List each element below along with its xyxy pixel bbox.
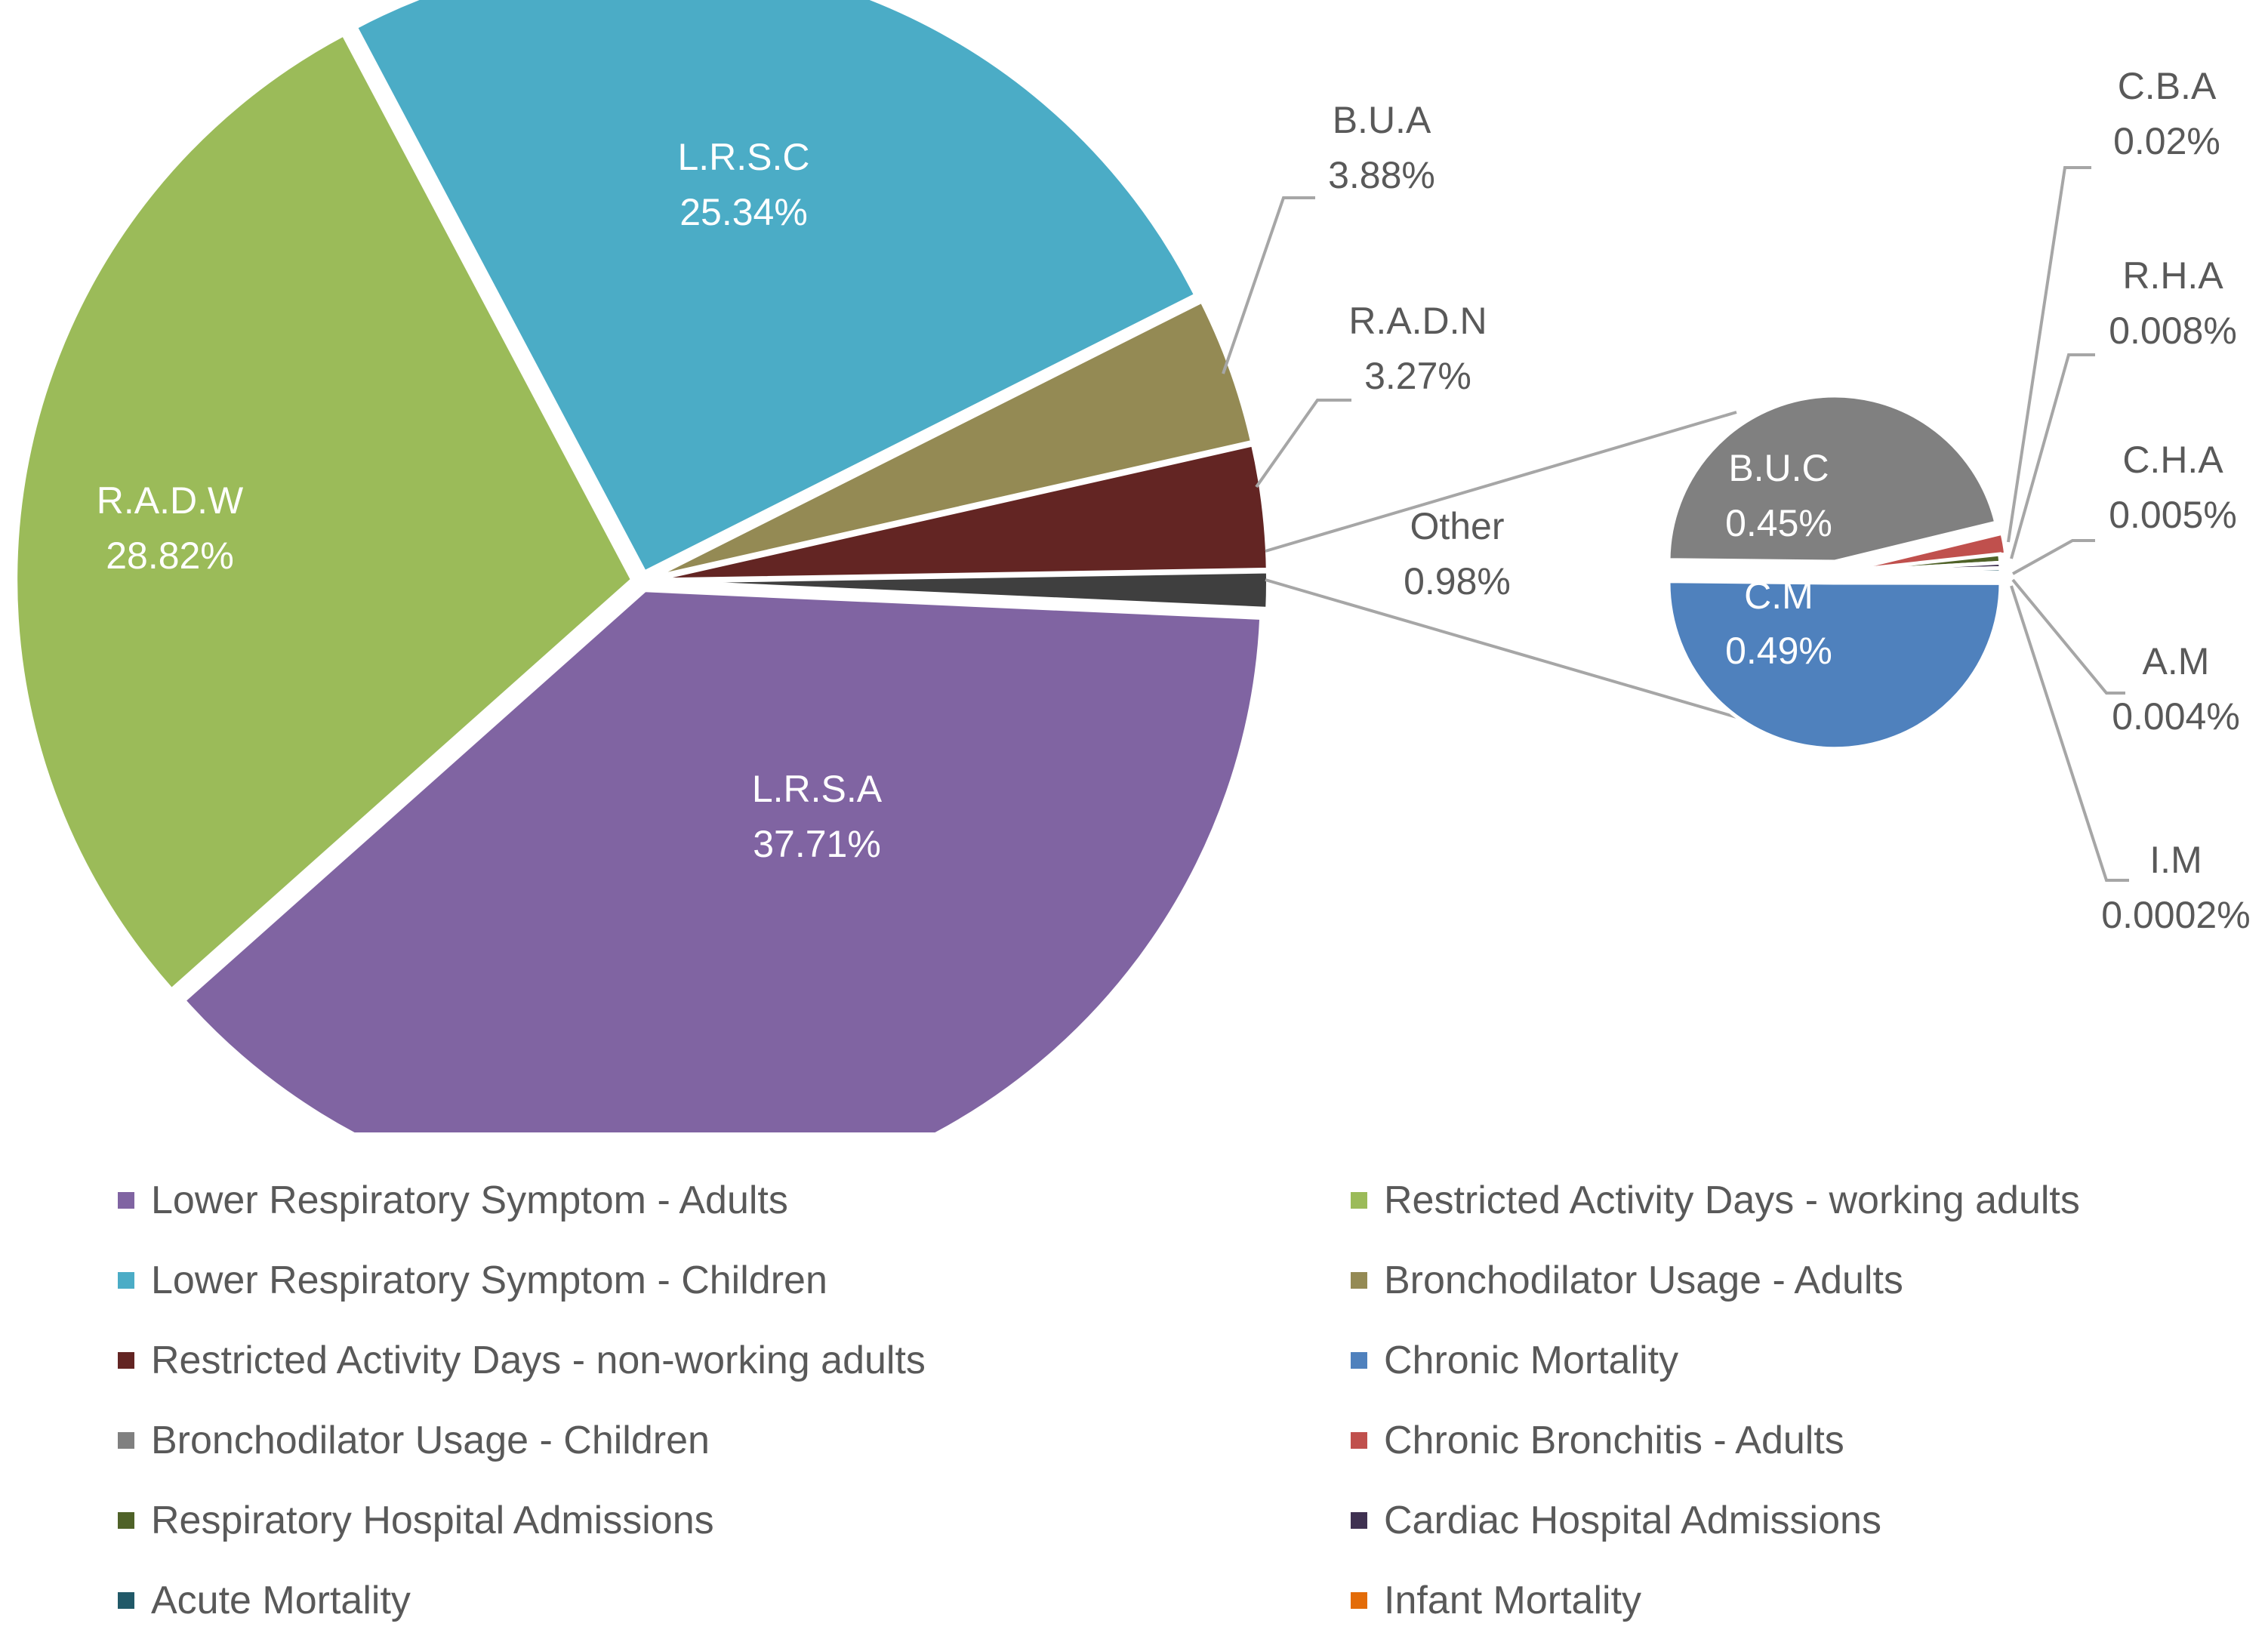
secondary-label-cha: C.H.A: [2122, 439, 2223, 481]
pie-of-pie-chart: L.R.S.A 37.71% R.A.D.W 28.82% L.R.S.C 25.34% B…: [13, 0, 2251, 1132]
legend-item: Bronchodilator Usage - Adults: [1351, 1246, 1903, 1314]
legend-item: Acute Mortality: [118, 1567, 411, 1634]
legend-label: Bronchodilator Usage - Children: [151, 1419, 710, 1462]
leader-line-im: [2010, 585, 2129, 882]
leader-line-am: [2011, 578, 2125, 695]
legend-swatch: [118, 1512, 134, 1529]
legend-label: Lower Respiratory Symptom - Children: [151, 1259, 827, 1302]
secondary-label-buc: B.U.C: [1728, 447, 1829, 489]
pie-slice-lrsa: [180, 587, 1265, 1132]
leader-line-cba: [2007, 166, 2091, 543]
slice-label-radw: R.A.D.W: [97, 479, 244, 522]
leader-line-radn: [1255, 399, 1351, 488]
slice-value-bua: 3.88%: [1328, 154, 1435, 196]
leader-line-cha: [2012, 539, 2095, 575]
secondary-slice-cba: [1840, 531, 2008, 575]
legend-swatch: [1351, 1512, 1367, 1529]
legend-swatch: [118, 1272, 134, 1289]
pie-slice-bua: [649, 297, 1256, 581]
secondary-label-cm: C.M: [1744, 575, 1813, 617]
legend-label: Restricted Activity Days - non-working a…: [151, 1339, 926, 1382]
chart-legend: Lower Respiratory Symptom - Adults Restri…: [113, 1166, 2227, 1634]
slice-value-other: 0.98%: [1404, 560, 1511, 602]
legend-label: Respiratory Hospital Admissions: [151, 1499, 714, 1542]
legend-item: Chronic Mortality: [1351, 1326, 1678, 1394]
legend-swatch: [1351, 1352, 1367, 1369]
pie-slice-other: [650, 568, 1271, 612]
connector-line-bottom: [1265, 578, 1737, 719]
slice-value-lrsa: 37.71%: [753, 823, 881, 865]
legend-swatch: [1351, 1272, 1367, 1289]
secondary-label-am: A.M: [2143, 640, 2210, 682]
secondary-value-cha: 0.005%: [2109, 494, 2237, 536]
leader-line-bua: [1222, 196, 1315, 374]
legend-item: Lower Respiratory Symptom - Adults: [118, 1166, 788, 1234]
chart-svg: L.R.S.A 37.71% R.A.D.W 28.82% L.R.S.C 25.34% B…: [13, 0, 2251, 1132]
secondary-label-cba: C.B.A: [2118, 65, 2217, 107]
legend-label: Cardiac Hospital Admissions: [1384, 1499, 1881, 1542]
legend-item: Restricted Activity Days - working adult…: [1351, 1166, 2080, 1234]
legend-label: Chronic Mortality: [1384, 1339, 1679, 1382]
secondary-value-cm: 0.49%: [1725, 630, 1832, 672]
legend-swatch: [118, 1432, 134, 1449]
legend-label: Lower Respiratory Symptom - Adults: [151, 1178, 788, 1222]
legend-swatch: [1351, 1592, 1367, 1609]
slice-value-radn: 3.27%: [1364, 355, 1471, 397]
legend-swatch: [118, 1592, 134, 1609]
secondary-value-am: 0.004%: [2112, 695, 2240, 738]
connector-line-top: [1265, 411, 1737, 553]
legend-label: Acute Mortality: [151, 1579, 411, 1622]
secondary-value-buc: 0.45%: [1725, 502, 1832, 544]
secondary-slice-buc: [1666, 393, 1998, 564]
secondary-label-im: I.M: [2149, 839, 2202, 881]
legend-item: Respiratory Hospital Admissions: [118, 1486, 714, 1554]
pie-slice-radw: [13, 31, 636, 994]
secondary-value-cba: 0.02%: [2113, 120, 2220, 162]
legend-swatch: [118, 1352, 134, 1369]
secondary-slice-cm: [1666, 579, 2003, 751]
legend-item: Lower Respiratory Symptom - Children: [118, 1246, 827, 1314]
legend-label: Bronchodilator Usage - Adults: [1384, 1259, 1903, 1302]
secondary-value-im: 0.0002%: [2101, 894, 2250, 936]
legend-label: Chronic Bronchitis - Adults: [1384, 1419, 1844, 1462]
slice-label-bua: B.U.A: [1333, 99, 1431, 141]
slice-label-radn: R.A.D.N: [1348, 300, 1487, 342]
pie-slice-lrsc: [352, 0, 1200, 576]
legend-item: Restricted Activity Days - non-working a…: [118, 1326, 926, 1394]
slice-label-lrsa: L.R.S.A: [752, 768, 883, 810]
legend-item: Infant Mortality: [1351, 1567, 1641, 1634]
legend-item: Cardiac Hospital Admissions: [1351, 1486, 1881, 1554]
legend-label: Restricted Activity Days - working adult…: [1384, 1178, 2080, 1222]
slice-value-radw: 28.82%: [106, 535, 234, 577]
legend-swatch: [1351, 1192, 1367, 1209]
legend-item: Chronic Bronchitis - Adults: [1351, 1406, 1844, 1474]
legend-swatch: [1351, 1432, 1367, 1449]
legend-item: Bronchodilator Usage - Children: [118, 1406, 710, 1474]
slice-value-lrsc: 25.34%: [679, 191, 808, 233]
legend-label: Infant Mortality: [1384, 1579, 1642, 1622]
legend-swatch: [118, 1192, 134, 1209]
secondary-label-rha: R.H.A: [2122, 254, 2223, 297]
slice-label-other: Other: [1410, 505, 1504, 547]
slice-label-lrsc: L.R.S.C: [677, 136, 809, 178]
secondary-value-rha: 0.008%: [2109, 310, 2237, 352]
leader-line-rha: [2010, 353, 2095, 559]
